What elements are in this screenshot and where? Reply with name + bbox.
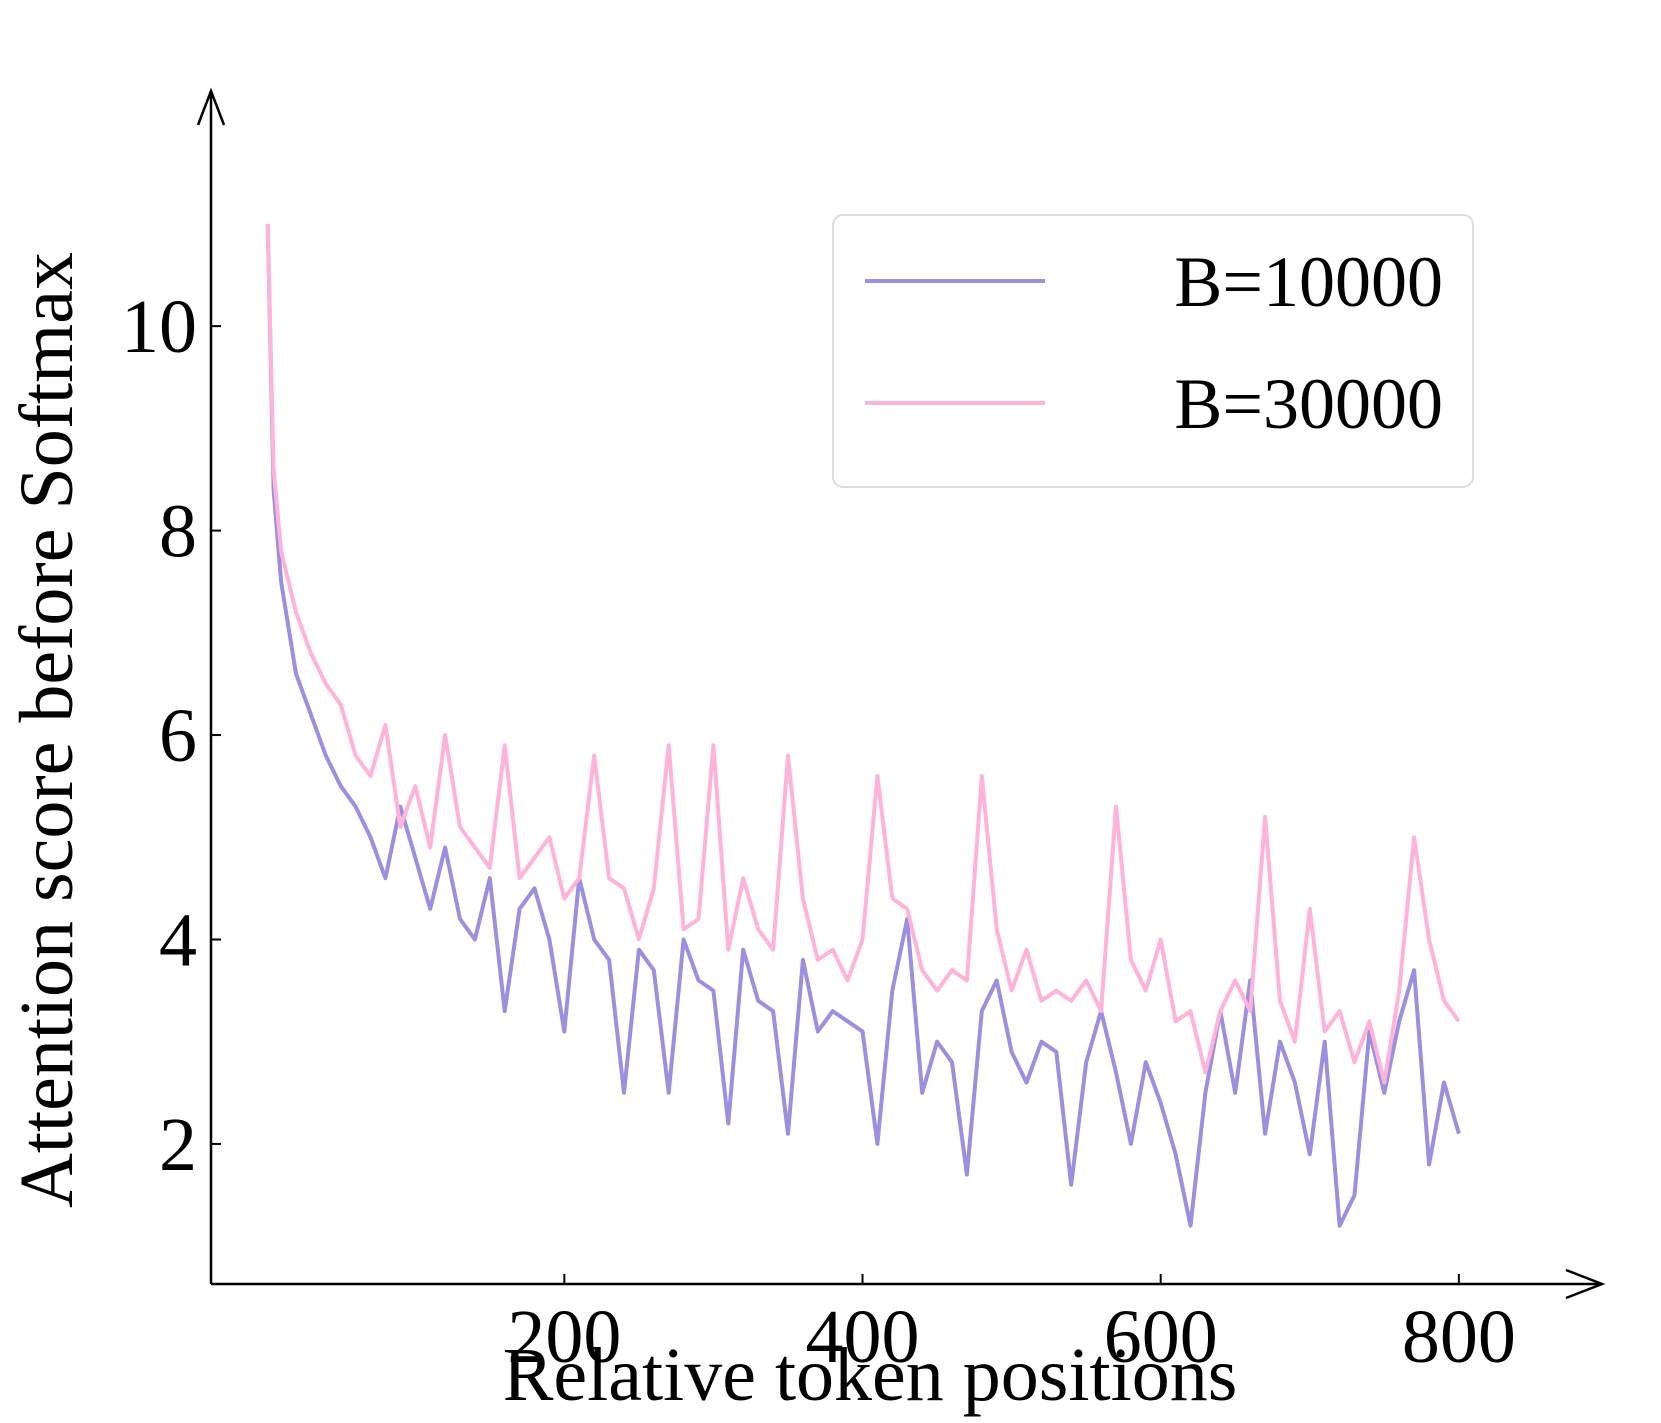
x-axis-label: Relative token positions — [503, 1333, 1238, 1417]
y-tick-label: 6 — [159, 694, 197, 778]
y-tick-label: 2 — [159, 1103, 197, 1187]
x-tick-label: 400 — [806, 1295, 920, 1379]
legend-label: B=30000 — [1174, 364, 1443, 444]
y-tick-label: 4 — [159, 898, 197, 982]
line-series — [265, 223, 1461, 1085]
y-tick-label: 10 — [121, 285, 197, 369]
x-tick-label: 800 — [1402, 1295, 1516, 1379]
line-series — [265, 223, 1461, 1228]
y-axis-arrow — [196, 87, 226, 126]
y-axis-label: Attention score before Softmax — [5, 252, 89, 1208]
x-axis-arrow — [1565, 1268, 1606, 1300]
y-tick-label: 8 — [159, 490, 197, 574]
x-tick-label: 600 — [1104, 1295, 1218, 1379]
x-tick-label: 200 — [507, 1295, 621, 1379]
legend-label: B=10000 — [1174, 242, 1443, 322]
